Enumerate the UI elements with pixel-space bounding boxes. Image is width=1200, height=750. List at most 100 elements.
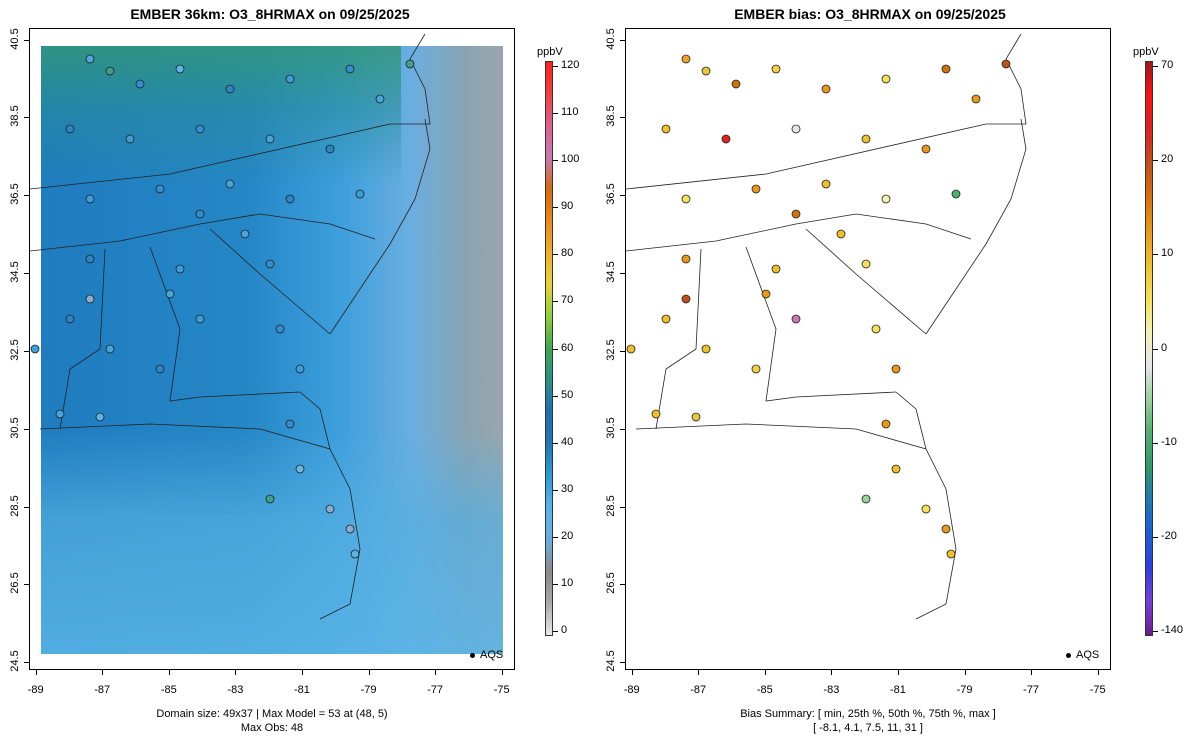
left-map-legend: AQS bbox=[470, 649, 503, 661]
right-map-overlay bbox=[626, 33, 1027, 620]
x-tick-mark bbox=[764, 670, 766, 675]
station-marker bbox=[751, 184, 761, 194]
x-tick-mark bbox=[501, 670, 503, 675]
x-tick-label: -87 bbox=[690, 684, 707, 696]
station-marker bbox=[861, 259, 871, 269]
station-marker bbox=[821, 84, 831, 94]
right-border-ms-al bbox=[655, 248, 702, 430]
station-marker bbox=[85, 54, 95, 64]
y-tick-mark bbox=[620, 117, 625, 119]
station-marker bbox=[791, 209, 801, 219]
y-tick-label: 38.5 bbox=[9, 105, 21, 128]
colorbar-label: 60 bbox=[561, 341, 574, 354]
station-marker bbox=[951, 189, 961, 199]
x-tick-label: -83 bbox=[227, 684, 244, 696]
x-tick-mark bbox=[102, 670, 104, 675]
colorbar-tick bbox=[553, 160, 558, 162]
x-tick-mark bbox=[35, 670, 37, 675]
station-marker bbox=[881, 74, 891, 84]
x-tick-mark bbox=[435, 670, 437, 675]
station-marker bbox=[871, 324, 881, 334]
station-marker bbox=[350, 549, 360, 559]
left-map-overlay bbox=[30, 33, 431, 620]
colorbar-tick bbox=[553, 113, 558, 115]
colorbar-tick bbox=[553, 631, 558, 632]
station-marker bbox=[971, 94, 981, 104]
station-marker bbox=[791, 314, 801, 324]
station-marker bbox=[285, 419, 295, 429]
colorbar-label: -20 bbox=[1161, 529, 1177, 542]
station-marker bbox=[295, 464, 305, 474]
y-tick-label: 36.5 bbox=[9, 183, 21, 206]
right-colorbar bbox=[1145, 61, 1153, 636]
x-tick-mark bbox=[368, 670, 370, 675]
x-tick-label: -83 bbox=[823, 684, 840, 696]
station-marker bbox=[175, 264, 185, 274]
x-tick-label: -81 bbox=[294, 684, 310, 696]
y-tick-label: 32.5 bbox=[9, 339, 21, 361]
station-marker bbox=[85, 294, 95, 304]
right-caption-line1: Bias Summary: [ min, 25th %, 50th %, 75t… bbox=[740, 708, 996, 720]
right-border-ga-sc bbox=[805, 228, 927, 335]
y-tick-mark bbox=[24, 584, 29, 586]
x-tick-mark bbox=[831, 670, 833, 675]
colorbar-tick bbox=[1153, 348, 1158, 350]
colorbar-label: 20 bbox=[1161, 153, 1174, 166]
y-tick-mark bbox=[24, 662, 29, 664]
y-tick-mark bbox=[24, 117, 29, 119]
colorbar-label: -10 bbox=[1161, 435, 1177, 448]
x-tick-label: -89 bbox=[27, 684, 44, 696]
colorbar-tick bbox=[1153, 66, 1158, 67]
x-tick-mark bbox=[1097, 670, 1099, 675]
station-marker bbox=[941, 524, 951, 534]
station-marker bbox=[125, 134, 135, 144]
station-marker bbox=[405, 59, 415, 69]
colorbar-tick bbox=[553, 254, 558, 256]
colorbar-tick bbox=[1153, 442, 1158, 444]
colorbar-tick bbox=[553, 536, 558, 538]
x-tick-label: -85 bbox=[160, 684, 177, 696]
y-tick-label: 32.5 bbox=[605, 339, 617, 361]
colorbar-tick bbox=[1153, 631, 1158, 632]
station-marker bbox=[225, 179, 235, 189]
colorbar-label: 70 bbox=[561, 294, 574, 307]
left-state-borders bbox=[30, 33, 431, 620]
station-marker bbox=[225, 84, 235, 94]
y-tick-label: 30.5 bbox=[9, 417, 21, 439]
left-map-frame: AQS bbox=[29, 28, 515, 670]
y-tick-mark bbox=[620, 273, 625, 275]
right-map-legend: AQS bbox=[1066, 649, 1099, 661]
colorbar-tick bbox=[553, 489, 558, 491]
y-tick-label: 26.5 bbox=[605, 572, 617, 595]
left-coast-ga bbox=[299, 391, 331, 450]
y-tick-mark bbox=[620, 39, 625, 41]
right-caption-line2: [ -8.1, 4.1, 7.5, 11, 31 ] bbox=[813, 722, 923, 734]
station-marker bbox=[105, 344, 115, 354]
station-marker bbox=[85, 254, 95, 264]
right-map-frame: AQS bbox=[625, 28, 1111, 670]
station-marker bbox=[165, 289, 175, 299]
x-tick-mark bbox=[235, 670, 237, 675]
station-marker bbox=[295, 364, 305, 374]
x-tick-mark bbox=[301, 670, 303, 675]
left-border-tn-ga bbox=[30, 213, 376, 252]
colorbar-label: 10 bbox=[1161, 247, 1174, 260]
station-marker bbox=[946, 549, 956, 559]
right-border-al-ga bbox=[745, 246, 897, 402]
model-field-south-band bbox=[41, 429, 503, 654]
x-tick-label: -81 bbox=[890, 684, 906, 696]
colorbar-tick bbox=[553, 348, 558, 350]
left-border-ms-al bbox=[59, 248, 106, 430]
legend-label: AQS bbox=[1076, 649, 1100, 661]
right-coast-gulf bbox=[635, 423, 957, 620]
station-marker bbox=[95, 412, 105, 422]
station-marker bbox=[155, 364, 165, 374]
y-tick-mark bbox=[620, 662, 625, 664]
left-map-title: EMBER 36km: O3_8HRMAX on 09/25/2025 bbox=[130, 6, 410, 22]
colorbar-label: 80 bbox=[561, 247, 574, 260]
y-tick-mark bbox=[620, 506, 625, 508]
colorbar-tick bbox=[1153, 254, 1158, 256]
station-marker bbox=[325, 144, 335, 154]
x-tick-mark bbox=[1031, 670, 1033, 675]
station-marker bbox=[921, 144, 931, 154]
